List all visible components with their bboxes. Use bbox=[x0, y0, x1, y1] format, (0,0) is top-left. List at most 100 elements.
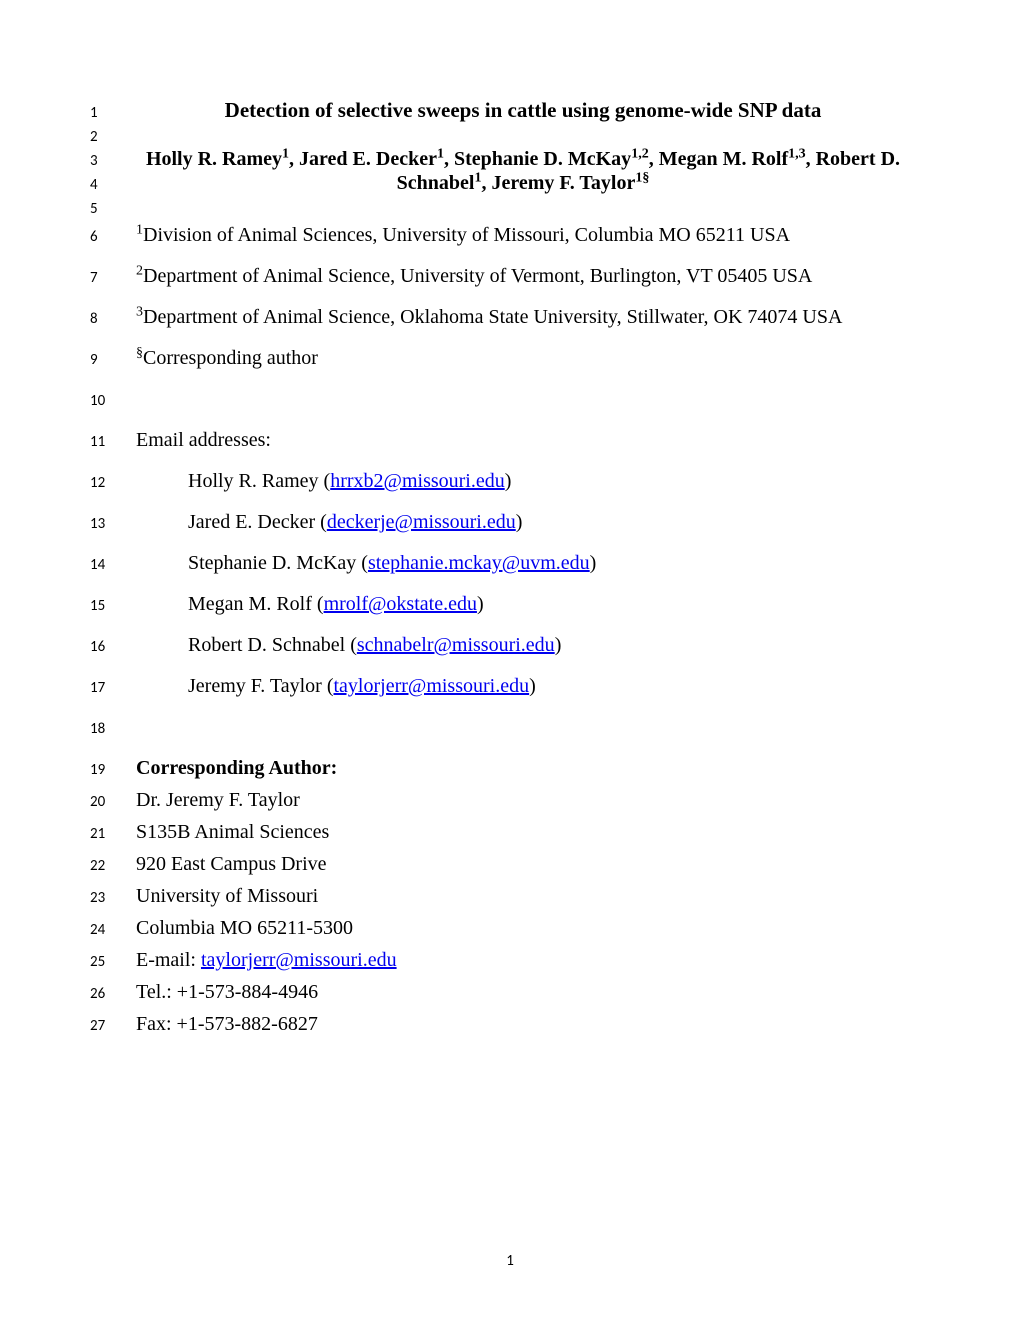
blank-line: 18 bbox=[90, 717, 910, 738]
email-entry: Jared E. Decker (deckerje@missouri.edu) bbox=[136, 512, 910, 532]
email-line: 17Jeremy F. Taylor (taylorjerr@missouri.… bbox=[90, 676, 910, 697]
email-name: Stephanie D. McKay bbox=[188, 552, 356, 574]
affiliation-body: Corresponding author bbox=[143, 347, 318, 369]
line-number: 9 bbox=[90, 351, 136, 369]
corresponding-text: S135B Animal Sciences bbox=[136, 822, 910, 842]
authors-text-2: Schnabel1, Jeremy F. Taylor1§ bbox=[136, 173, 910, 193]
email-entry: Holly R. Ramey (hrrxb2@missouri.edu) bbox=[136, 471, 910, 491]
blank-line: 2 bbox=[90, 125, 910, 146]
email-line: 12Holly R. Ramey (hrrxb2@missouri.edu) bbox=[90, 471, 910, 492]
line-number: 27 bbox=[90, 1017, 136, 1035]
paper-title: Detection of selective sweeps in cattle … bbox=[136, 100, 910, 121]
email-entry: Robert D. Schnabel (schnabelr@missouri.e… bbox=[136, 635, 910, 655]
affiliation-corresponding: 9 §Corresponding author bbox=[90, 348, 910, 369]
line-number: 25 bbox=[90, 953, 136, 971]
line-number: 4 bbox=[90, 176, 136, 194]
affiliation-text: §Corresponding author bbox=[136, 348, 910, 368]
line-number: 3 bbox=[90, 152, 136, 170]
email-line: 15Megan M. Rolf (mrolf@okstate.edu) bbox=[90, 594, 910, 615]
blank bbox=[136, 389, 910, 409]
corresponding-author-heading: Corresponding Author: bbox=[136, 758, 910, 778]
corresponding-text: 920 East Campus Drive bbox=[136, 854, 910, 874]
email-link[interactable]: stephanie.mckay@uvm.edu bbox=[368, 552, 590, 574]
affiliation-body: Department of Animal Science, Oklahoma S… bbox=[143, 306, 842, 328]
email-name: Megan M. Rolf bbox=[188, 593, 312, 615]
corresponding-text: Columbia MO 65211-5300 bbox=[136, 918, 910, 938]
blank-line: 5 bbox=[90, 197, 910, 218]
line-number: 22 bbox=[90, 857, 136, 875]
line-number: 16 bbox=[90, 638, 136, 656]
authors-text-1: Holly R. Ramey1, Jared E. Decker1, Steph… bbox=[136, 149, 910, 169]
line-number: 13 bbox=[90, 515, 136, 533]
line-number: 11 bbox=[90, 433, 136, 451]
email-link[interactable]: mrolf@okstate.edu bbox=[324, 593, 477, 615]
email-name: Holly R. Ramey bbox=[188, 470, 319, 492]
corresponding-email-line: 25 E-mail: taylorjerr@missouri.edu bbox=[90, 950, 910, 971]
affiliation-body: Division of Animal Sciences, University … bbox=[143, 224, 790, 246]
email-line: 16Robert D. Schnabel (schnabelr@missouri… bbox=[90, 635, 910, 656]
affiliation-1: 6 1Division of Animal Sciences, Universi… bbox=[90, 225, 910, 246]
affiliation-text: 2Department of Animal Science, Universit… bbox=[136, 266, 910, 286]
line-number: 26 bbox=[90, 985, 136, 1003]
affiliation-sup: § bbox=[136, 345, 143, 360]
corresponding-tel: Tel.: +1-573-884-4946 bbox=[136, 982, 910, 1002]
line-number: 8 bbox=[90, 310, 136, 328]
line-number: 20 bbox=[90, 793, 136, 811]
corresponding-author-heading-line: 19 Corresponding Author: bbox=[90, 758, 910, 779]
line-number: 14 bbox=[90, 556, 136, 574]
line-number: 1 bbox=[90, 104, 136, 122]
line-number: 23 bbox=[90, 889, 136, 907]
line-number: 10 bbox=[90, 392, 136, 410]
corresponding-line: 21S135B Animal Sciences bbox=[90, 822, 910, 843]
affiliation-sup: 2 bbox=[136, 263, 143, 278]
corresponding-line: 24Columbia MO 65211-5300 bbox=[90, 918, 910, 939]
page-number: 1 bbox=[0, 1252, 1020, 1270]
affiliation-text: 1Division of Animal Sciences, University… bbox=[136, 225, 910, 245]
affiliation-sup: 1 bbox=[136, 222, 143, 237]
email-name: Robert D. Schnabel bbox=[188, 634, 345, 656]
line-number: 6 bbox=[90, 228, 136, 246]
authors-line-1: 3 Holly R. Ramey1, Jared E. Decker1, Ste… bbox=[90, 149, 910, 170]
blank bbox=[136, 125, 910, 145]
line-number: 2 bbox=[90, 128, 136, 146]
corresponding-line: 22920 East Campus Drive bbox=[90, 854, 910, 875]
corresponding-email: E-mail: taylorjerr@missouri.edu bbox=[136, 950, 910, 970]
blank bbox=[136, 717, 910, 737]
blank bbox=[136, 197, 910, 217]
affiliation-2: 7 2Department of Animal Science, Univers… bbox=[90, 266, 910, 287]
line-number: 18 bbox=[90, 720, 136, 738]
line-number: 15 bbox=[90, 597, 136, 615]
line-number: 24 bbox=[90, 921, 136, 939]
email-link[interactable]: deckerje@missouri.edu bbox=[327, 511, 516, 533]
email-link[interactable]: taylorjerr@missouri.edu bbox=[201, 949, 397, 971]
corresponding-text: University of Missouri bbox=[136, 886, 910, 906]
line-number: 12 bbox=[90, 474, 136, 492]
line-number: 17 bbox=[90, 679, 136, 697]
line-number: 5 bbox=[90, 200, 136, 218]
blank-line: 10 bbox=[90, 389, 910, 410]
email-heading: Email addresses: bbox=[136, 430, 910, 450]
email-name: Jared E. Decker bbox=[188, 511, 315, 533]
affiliation-3: 8 3Department of Animal Science, Oklahom… bbox=[90, 307, 910, 328]
authors-line-2: 4 Schnabel1, Jeremy F. Taylor1§ bbox=[90, 173, 910, 194]
email-name: Jeremy F. Taylor bbox=[188, 675, 322, 697]
affiliation-body: Department of Animal Science, University… bbox=[143, 265, 812, 287]
affiliation-text: 3Department of Animal Science, Oklahoma … bbox=[136, 307, 910, 327]
corresponding-fax: Fax: +1-573-882-6827 bbox=[136, 1014, 910, 1034]
line-number: 19 bbox=[90, 761, 136, 779]
email-heading-line: 11 Email addresses: bbox=[90, 430, 910, 451]
line-number: 21 bbox=[90, 825, 136, 843]
corresponding-fax-line: 27 Fax: +1-573-882-6827 bbox=[90, 1014, 910, 1035]
email-label: E-mail: bbox=[136, 949, 201, 971]
email-entry: Stephanie D. McKay (stephanie.mckay@uvm.… bbox=[136, 553, 910, 573]
line-number: 7 bbox=[90, 269, 136, 287]
email-entry: Megan M. Rolf (mrolf@okstate.edu) bbox=[136, 594, 910, 614]
corresponding-line: 20Dr. Jeremy F. Taylor bbox=[90, 790, 910, 811]
email-link[interactable]: hrrxb2@missouri.edu bbox=[330, 470, 505, 492]
email-line: 13Jared E. Decker (deckerje@missouri.edu… bbox=[90, 512, 910, 533]
email-line: 14Stephanie D. McKay (stephanie.mckay@uv… bbox=[90, 553, 910, 574]
email-link[interactable]: schnabelr@missouri.edu bbox=[357, 634, 555, 656]
corresponding-text: Dr. Jeremy F. Taylor bbox=[136, 790, 910, 810]
email-link[interactable]: taylorjerr@missouri.edu bbox=[334, 675, 530, 697]
title-line: 1 Detection of selective sweeps in cattl… bbox=[90, 100, 910, 122]
